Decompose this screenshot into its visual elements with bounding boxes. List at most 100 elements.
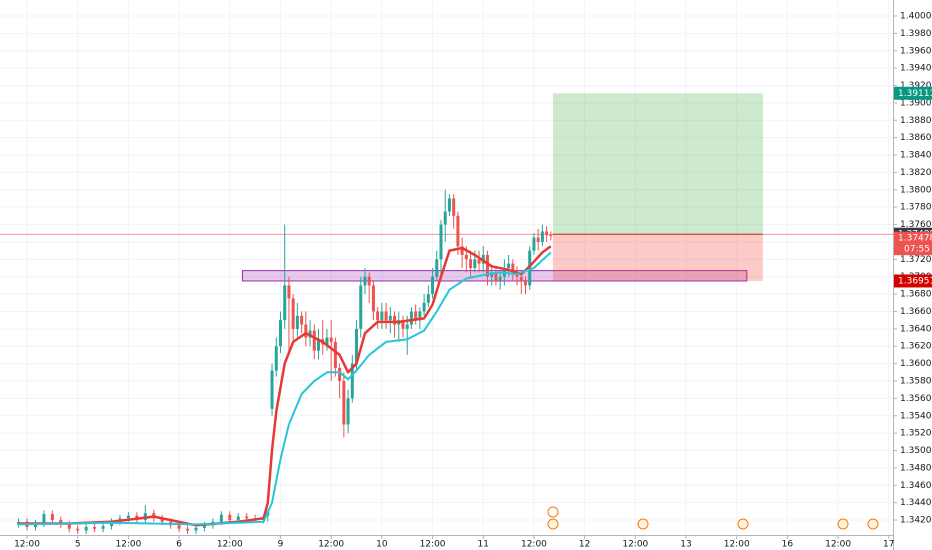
candle-body: [236, 516, 240, 521]
candle-body: [380, 311, 384, 321]
candle-body: [84, 527, 88, 531]
candle-body: [388, 315, 392, 321]
x-tick-label: 12:00: [14, 540, 40, 550]
target-area: [552, 93, 763, 235]
y-tick-label: 1.39200: [900, 81, 932, 91]
y-tick-label: 1.37600: [900, 220, 932, 230]
candle-body: [126, 515, 130, 519]
x-tick-label: 12:00: [622, 540, 648, 550]
x-tick-label: 11: [478, 540, 489, 550]
axes: 1.34200 1.34400 1.34600 1.34800 1.35000 1.352…: [14, 11, 932, 550]
candle-body: [371, 285, 375, 312]
candle-body: [532, 237, 536, 251]
candle-body: [291, 298, 295, 329]
candle-body: [42, 513, 46, 524]
moving-average: [18, 251, 552, 526]
x-tick-label: 9: [278, 540, 284, 550]
y-tick-label: 1.36800: [900, 290, 932, 300]
candle-body: [469, 259, 473, 269]
candle-body: [393, 315, 397, 325]
y-tick-label: 1.39400: [900, 64, 932, 74]
candle-body: [50, 513, 54, 521]
event-icon[interactable]: [837, 518, 849, 530]
x-tick-label: 12:00: [217, 540, 243, 550]
candle-body: [346, 398, 350, 425]
price-label: 1.39111: [898, 89, 932, 99]
candle-body: [329, 337, 333, 342]
candle-body: [494, 272, 498, 282]
candle-body: [409, 311, 413, 325]
candle-body: [460, 246, 464, 255]
candle-body: [33, 523, 37, 528]
candle-body: [101, 526, 105, 529]
candle-body: [59, 520, 63, 525]
y-tick-label: 1.35400: [900, 411, 932, 421]
candle-body: [431, 276, 435, 295]
candle-body: [367, 276, 371, 286]
y-tick-label: 1.35800: [900, 377, 932, 387]
candle-body: [338, 367, 342, 382]
event-icon[interactable]: [867, 518, 879, 530]
candle-body: [17, 521, 21, 525]
candle-body: [202, 525, 206, 528]
candle-body: [452, 198, 456, 216]
candle-body: [333, 341, 337, 368]
candle-body: [160, 518, 164, 522]
candle-body: [498, 276, 502, 282]
y-tick-label: 1.37800: [900, 203, 932, 213]
event-icon[interactable]: [637, 518, 649, 530]
y-tick-label: 1.37200: [900, 255, 932, 265]
candle-body: [363, 276, 367, 286]
grid: [0, 0, 893, 535]
candle-body: [295, 315, 299, 329]
candle-body: [439, 224, 443, 260]
candle-body: [312, 330, 316, 351]
y-tick-label: 1.36600: [900, 307, 932, 317]
event-icons: [547, 506, 879, 530]
candle-body: [228, 514, 232, 521]
x-tick-label: 16: [782, 540, 794, 550]
candle-body: [177, 525, 181, 529]
y-tick-label: 1.38800: [900, 116, 932, 126]
candle-body: [93, 527, 97, 529]
candle-body: [67, 524, 71, 529]
stop-area: [552, 234, 763, 281]
y-tick-label: 1.34800: [900, 463, 932, 473]
y-tick-label: 1.34400: [900, 498, 932, 508]
candle-body: [287, 285, 291, 299]
x-tick-label: 12:00: [420, 540, 446, 550]
x-tick-label: 12:00: [825, 540, 851, 550]
x-tick-label: 5: [75, 540, 81, 550]
y-tick-label: 1.36000: [900, 359, 932, 369]
x-tick-label: 17: [883, 540, 894, 550]
candle-body: [300, 315, 304, 325]
candle-body: [477, 259, 481, 264]
candle-body: [422, 302, 426, 312]
candle-body: [507, 263, 511, 269]
candle-body: [359, 285, 363, 329]
event-icon[interactable]: [547, 518, 559, 530]
candle-body: [549, 234, 553, 236]
y-tick-label: 1.35000: [900, 446, 932, 456]
candle-body: [447, 198, 451, 212]
x-tick-label: 12:00: [318, 540, 344, 550]
candle-body: [523, 281, 527, 286]
moving-average: [18, 245, 552, 527]
candle-body: [245, 516, 249, 519]
candle-body: [426, 294, 430, 303]
candle-body: [464, 254, 468, 260]
candle-body: [283, 285, 287, 321]
y-tick-label: 1.36200: [900, 342, 932, 352]
y-tick-label: 1.34200: [900, 516, 932, 526]
candle-body: [401, 320, 405, 329]
candle-body: [536, 237, 540, 242]
x-tick-label: 10: [376, 540, 388, 550]
candle-body: [219, 514, 223, 522]
candle-body: [304, 324, 308, 338]
event-icon[interactable]: [737, 518, 749, 530]
y-tick-label: 1.34600: [900, 481, 932, 491]
candle-body: [274, 346, 278, 371]
event-icon[interactable]: [547, 506, 559, 518]
countdown-bg: [894, 243, 932, 256]
